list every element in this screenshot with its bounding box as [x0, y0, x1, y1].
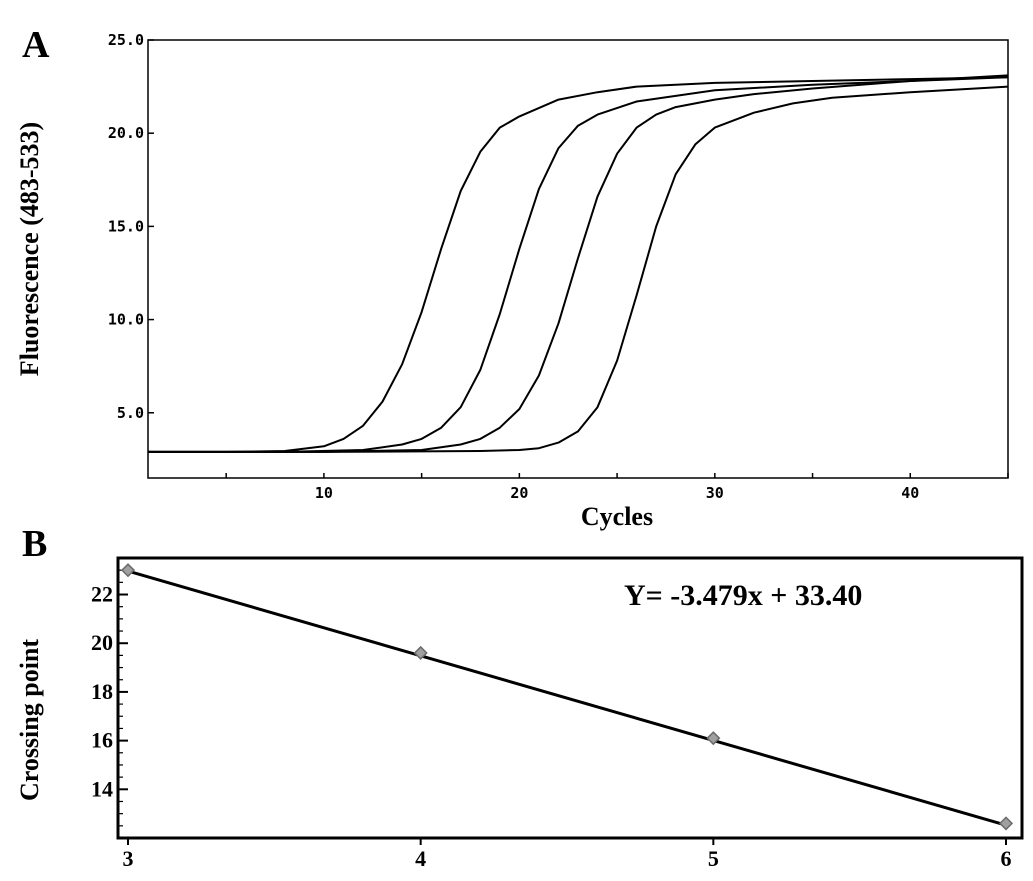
panel-a-x-axis: 10 20 30 40: [225, 473, 1009, 502]
panel-b-data-point: [413, 645, 428, 661]
panel-a-y-tick-label: 10.0: [108, 311, 144, 329]
panel-b-y-tick-label: 14: [91, 776, 113, 801]
panel-b-data-point: [120, 563, 136, 578]
panel-a-plot-frame: [147, 39, 1009, 479]
panel-a-curve-4: [148, 85, 1009, 453]
panel-b-fit: [127, 569, 1007, 827]
panel-b-y-tick-label: 20: [91, 630, 113, 655]
panel-b-plot-frame: [116, 556, 1024, 840]
panel-b-x-axis: 3 4 5 6: [123, 838, 1012, 871]
panel-a-curve-3: [148, 74, 1009, 453]
panel-a-x-tick-label: 10: [315, 484, 333, 502]
panel-b-x-tick-label: 4: [415, 846, 426, 871]
panel-b-label: B: [22, 523, 47, 565]
panel-b-data-point: [998, 816, 1014, 831]
panel-b: B 14 16 18 20 22 3 4 5 6 Y= -3.479x + 33.40 Cro…: [15, 523, 1024, 871]
panel-a-x-tick-label: 30: [706, 484, 724, 502]
panel-b-x-tick-label: 6: [1001, 846, 1012, 871]
panel-b-y-tick-label: 22: [91, 582, 113, 607]
panel-a-label: A: [22, 24, 50, 66]
panel-b-data-point: [706, 731, 721, 746]
panel-a-x-tick-label: 40: [901, 484, 919, 502]
panel-a-y-tick-label: 25.0: [108, 31, 144, 49]
panel-b-y-tick-label: 18: [91, 679, 113, 704]
panel-a-x-axis-title: Cycles: [581, 502, 653, 531]
panel-a: A 5.0 10.0 15.0 20.0 25.0 10 20 30 40 Cycles Fl…: [15, 24, 1009, 531]
panel-a-y-axis-title: Fluorescence (483-533): [15, 122, 44, 376]
panel-b-y-tick-label: 16: [91, 728, 113, 753]
panel-a-x-tick-label: 20: [510, 484, 528, 502]
panel-b-fit-line: [127, 569, 1007, 827]
panel-a-y-axis: 5.0 10.0 15.0 20.0 25.0: [108, 31, 154, 422]
panel-b-points: [120, 563, 1014, 831]
panel-a-curves: [148, 74, 1009, 453]
panel-b-x-tick-label: 3: [123, 846, 134, 871]
panel-a-y-tick-label: 20.0: [108, 124, 144, 142]
panel-a-y-tick-label: 5.0: [117, 404, 144, 422]
panel-a-curve-2: [148, 76, 1009, 453]
panel-b-y-axis: 14 16 18 20 22: [91, 569, 128, 827]
panel-b-y-axis-title: Crossing point: [15, 639, 44, 801]
panel-a-curve-1: [148, 76, 1009, 453]
panel-a-y-tick-label: 15.0: [108, 217, 144, 235]
panel-b-x-tick-label: 5: [708, 846, 719, 871]
panel-b-equation: Y= -3.479x + 33.40: [624, 579, 862, 612]
